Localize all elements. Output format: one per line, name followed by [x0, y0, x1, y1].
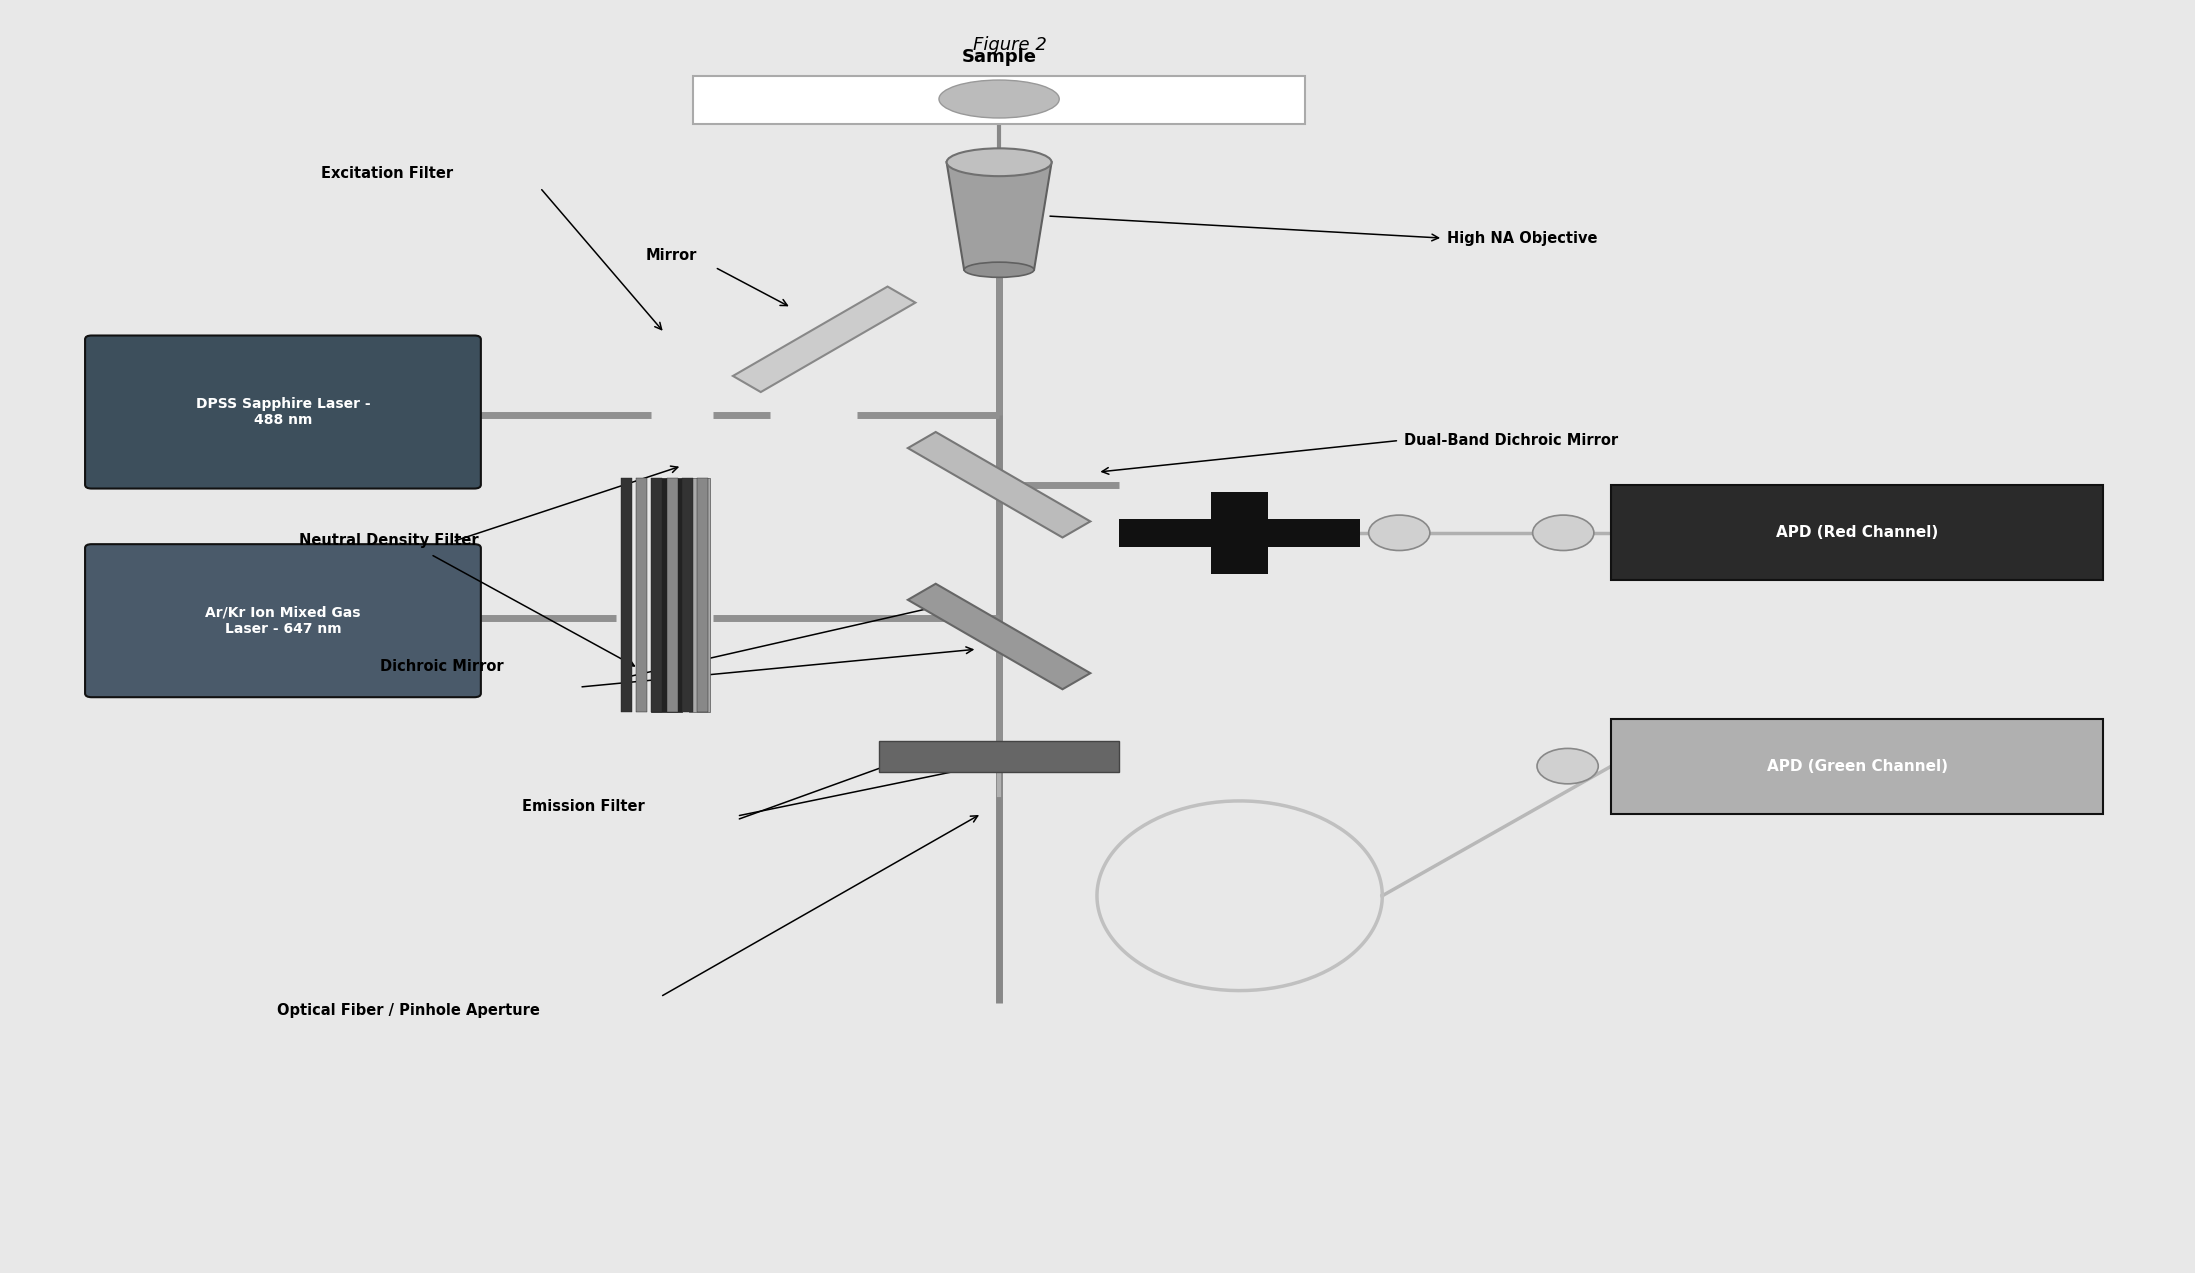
Polygon shape [909, 432, 1091, 537]
Ellipse shape [964, 262, 1034, 278]
FancyBboxPatch shape [652, 479, 663, 713]
FancyBboxPatch shape [1611, 485, 2103, 579]
Text: Emission Filter: Emission Filter [522, 798, 645, 813]
Ellipse shape [1370, 516, 1429, 550]
Text: Sample: Sample [961, 48, 1036, 66]
Text: APD (Green Channel): APD (Green Channel) [1767, 759, 1947, 774]
Text: Ar/Kr Ion Mixed Gas
Laser - 647 nm: Ar/Kr Ion Mixed Gas Laser - 647 nm [204, 606, 360, 635]
FancyBboxPatch shape [637, 479, 648, 713]
Ellipse shape [939, 80, 1060, 118]
Text: Dichroic Mirror: Dichroic Mirror [380, 659, 503, 675]
FancyBboxPatch shape [1611, 719, 2103, 813]
FancyBboxPatch shape [86, 336, 481, 489]
Polygon shape [909, 584, 1091, 689]
Polygon shape [733, 286, 915, 392]
Text: High NA Objective: High NA Objective [1447, 230, 1598, 246]
Text: Mirror: Mirror [645, 248, 696, 264]
Ellipse shape [1532, 516, 1594, 550]
FancyBboxPatch shape [1212, 491, 1269, 574]
Text: DPSS Sapphire Laser -
488 nm: DPSS Sapphire Laser - 488 nm [195, 397, 371, 428]
FancyBboxPatch shape [621, 479, 632, 713]
Ellipse shape [1536, 749, 1598, 784]
Text: Dual-Band Dichroic Mirror: Dual-Band Dichroic Mirror [1403, 433, 1618, 448]
FancyBboxPatch shape [694, 76, 1306, 125]
FancyBboxPatch shape [86, 544, 481, 698]
Text: APD (Red Channel): APD (Red Channel) [1776, 524, 1938, 540]
Text: Neutral Density Filter: Neutral Density Filter [299, 533, 479, 547]
FancyBboxPatch shape [667, 479, 678, 713]
Text: Excitation Filter: Excitation Filter [320, 167, 452, 181]
FancyBboxPatch shape [683, 479, 694, 713]
FancyBboxPatch shape [698, 479, 709, 713]
Polygon shape [946, 162, 1051, 270]
FancyBboxPatch shape [878, 741, 1119, 771]
Ellipse shape [946, 149, 1051, 176]
Text: Figure 2: Figure 2 [972, 36, 1047, 53]
FancyBboxPatch shape [1119, 519, 1361, 546]
Text: Optical Fiber / Pinhole Aperture: Optical Fiber / Pinhole Aperture [277, 1003, 540, 1018]
FancyBboxPatch shape [652, 479, 683, 713]
FancyBboxPatch shape [689, 479, 711, 713]
